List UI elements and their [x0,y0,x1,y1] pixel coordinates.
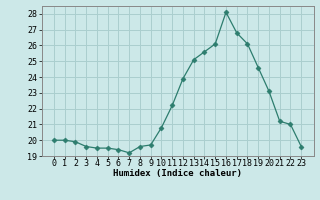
X-axis label: Humidex (Indice chaleur): Humidex (Indice chaleur) [113,169,242,178]
